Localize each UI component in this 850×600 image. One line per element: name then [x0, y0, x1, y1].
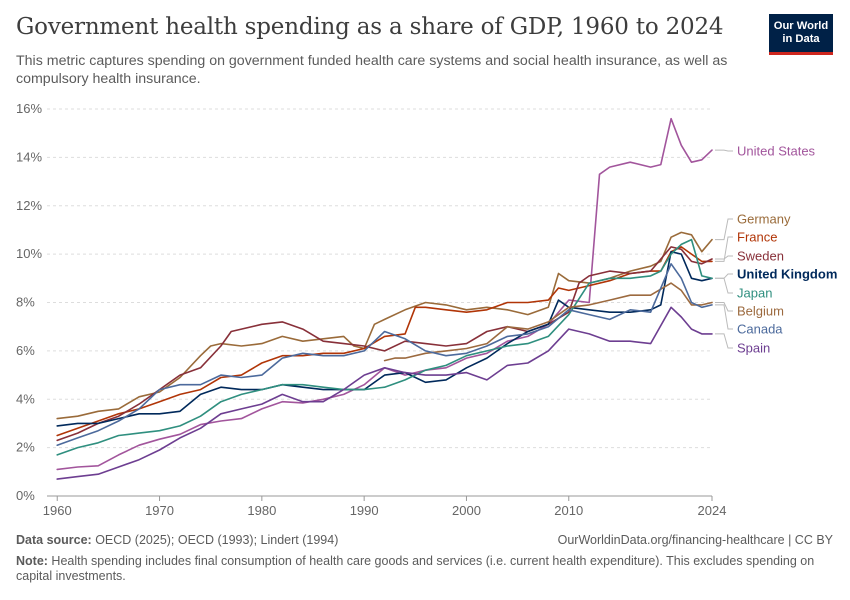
logo-line-1: Our World	[773, 20, 829, 32]
series-line-japan	[56, 238, 713, 456]
x-tick-label: 2010	[554, 503, 583, 518]
label-connector-united-states	[715, 149, 733, 152]
series-line-canada	[56, 262, 713, 447]
series-line-sweden	[56, 246, 713, 442]
x-tick-label: 1960	[43, 503, 72, 518]
line-chart: 0% 2% 4% 6% 8% 10% 12% 14% 16% 1960 1970 1980 1990 20…	[16, 101, 837, 518]
owid-logo[interactable]: Our World in Data	[769, 14, 833, 55]
series-label-germany: Germany	[737, 212, 791, 227]
note-label: Note:	[16, 554, 48, 568]
label-connector-spain	[715, 333, 733, 349]
data-source: Data source: OECD (2025); OECD (1993); L…	[16, 533, 338, 547]
y-tick-label: 0%	[16, 488, 35, 503]
series-line-belgium	[383, 282, 713, 362]
series-label-spain: Spain	[737, 341, 770, 356]
x-tick-label: 1980	[247, 503, 276, 518]
logo-line-2: in Data	[782, 33, 820, 45]
series-line-spain	[56, 306, 713, 480]
data-source-text: OECD (2025); OECD (1993); Lindert (1994)	[91, 533, 339, 547]
series-label-canada: Canada	[737, 322, 783, 337]
label-connector-united-kingdom	[715, 273, 733, 279]
y-tick-label: 10%	[16, 246, 42, 261]
label-connector-belgium	[715, 302, 733, 312]
footnote: Note: Health spending includes final con…	[16, 554, 816, 584]
y-tick-label: 8%	[16, 295, 35, 310]
label-connector-sweden	[715, 255, 733, 260]
x-tick-label: 1970	[145, 503, 174, 518]
y-tick-label: 14%	[16, 149, 42, 164]
y-tick-label: 16%	[16, 101, 42, 116]
series-line-united-kingdom	[56, 250, 713, 427]
x-tick-label: 2000	[452, 503, 481, 518]
chart-subtitle: This metric captures spending on governm…	[16, 53, 728, 87]
data-source-label: Data source:	[16, 533, 92, 547]
series-label-japan: Japan	[737, 286, 772, 301]
series-label-united-states: United States	[737, 144, 816, 159]
y-tick-label: 4%	[16, 391, 35, 406]
y-tick-label: 6%	[16, 343, 35, 358]
label-connector-japan	[715, 277, 733, 294]
series-label-france: France	[737, 230, 777, 245]
label-connector-canada	[715, 304, 733, 330]
y-tick-label: 12%	[16, 198, 42, 213]
y-tick-label: 2%	[16, 440, 35, 455]
series-label-sweden: Sweden	[737, 249, 784, 264]
series-line-germany	[56, 231, 713, 420]
chart-title: Government health spending as a share of…	[16, 14, 724, 40]
series-line-united-states	[56, 117, 713, 471]
series-label-united-kingdom: United Kingdom	[737, 267, 837, 282]
note-text: Health spending includes final consumpti…	[16, 554, 815, 583]
series-label-belgium: Belgium	[737, 304, 784, 319]
x-tick-label: 2024	[698, 503, 727, 518]
x-tick-label: 1990	[350, 503, 379, 518]
label-connector-germany	[715, 218, 733, 241]
label-connector-france	[715, 236, 733, 262]
source-link[interactable]: OurWorldinData.org/financing-healthcare …	[557, 533, 833, 547]
